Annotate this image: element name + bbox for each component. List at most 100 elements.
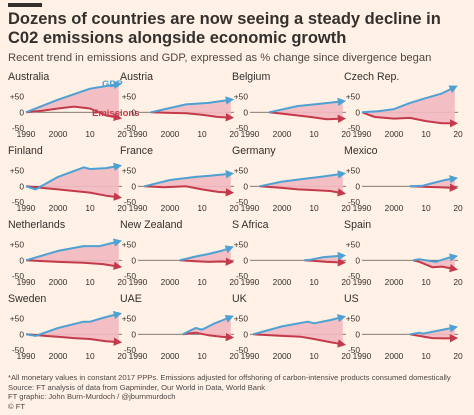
gdp-line — [252, 314, 347, 336]
x-tick-label: 20 — [117, 203, 127, 213]
x-tick-label: 10 — [309, 203, 319, 213]
x-tick-label: 10 — [85, 129, 95, 139]
y-tick-label: -50 — [12, 271, 24, 281]
y-tick-label: 0 — [19, 255, 24, 265]
emissions-line — [25, 259, 123, 270]
x-tick-label: 1990 — [129, 351, 148, 361]
x-tick-label: 1990 — [17, 129, 36, 139]
x-tick-label: 20 — [453, 351, 463, 361]
y-tick-label: -50 — [236, 123, 248, 133]
gdp-series-label: GDP — [102, 79, 123, 90]
gdp-line — [179, 245, 234, 262]
x-tick-label: 1990 — [17, 277, 36, 287]
gdp-line — [409, 175, 459, 188]
y-tick-label: 0 — [355, 107, 360, 117]
x-tick-label: 10 — [85, 277, 95, 287]
gap-area — [269, 101, 343, 120]
emissions-line — [25, 333, 123, 346]
graphic-credit: FT graphic: John Burn-Murdoch / @jburnmu… — [8, 392, 176, 402]
panel-title: UK — [232, 293, 247, 305]
gap-area — [144, 173, 231, 193]
y-tick-label: -50 — [12, 345, 24, 355]
x-tick-label: 1990 — [241, 203, 260, 213]
y-tick-label: -50 — [236, 197, 248, 207]
x-tick-label: 20 — [341, 203, 351, 213]
y-tick-label: -50 — [348, 271, 360, 281]
x-tick-label: 20 — [453, 277, 463, 287]
x-tick-label: 1990 — [353, 203, 372, 213]
panel-title: US — [344, 293, 359, 305]
x-tick-label: 10 — [197, 203, 207, 213]
gap-area — [259, 173, 343, 194]
y-tick-label: -50 — [236, 345, 248, 355]
x-tick-label: 2000 — [273, 129, 292, 139]
x-tick-label: 2000 — [385, 277, 404, 287]
x-tick-label: 1990 — [353, 351, 372, 361]
x-tick-label: 10 — [85, 203, 95, 213]
x-tick-label: 2000 — [273, 277, 292, 287]
emissions-line — [259, 185, 347, 197]
gdp-line — [144, 170, 235, 188]
panel-title: Belgium — [232, 71, 270, 83]
x-tick-label: 10 — [197, 351, 207, 361]
panel-title: Mexico — [344, 145, 378, 157]
x-tick-label: 1990 — [17, 351, 36, 361]
gap-area — [362, 87, 455, 124]
x-tick-label: 2000 — [385, 129, 404, 139]
y-tick-label: -50 — [348, 345, 360, 355]
x-tick-label: 10 — [421, 129, 431, 139]
x-tick-label: 10 — [197, 277, 207, 287]
footnote: *All monetary values in constant 2017 PP… — [8, 373, 451, 382]
x-tick-label: 2000 — [49, 351, 68, 361]
x-tick-label: 20 — [229, 129, 239, 139]
emissions-line — [182, 331, 235, 342]
x-tick-label: 1990 — [129, 277, 148, 287]
emissions-line — [253, 333, 347, 348]
y-tick-label: +50 — [346, 92, 361, 102]
y-tick-label: +50 — [10, 314, 25, 324]
gap-area — [26, 241, 119, 267]
x-tick-label: 20 — [229, 203, 239, 213]
ft-brand-bar — [8, 3, 42, 7]
x-tick-label: 2000 — [161, 203, 180, 213]
x-tick-label: 20 — [229, 277, 239, 287]
x-tick-label: 20 — [341, 351, 351, 361]
x-tick-label: 1990 — [129, 129, 148, 139]
panel-title: Germany — [232, 145, 276, 157]
x-tick-label: 1990 — [353, 129, 372, 139]
emissions-line — [409, 333, 459, 343]
gdp-line — [361, 85, 458, 114]
x-tick-label: 10 — [421, 351, 431, 361]
gdp-line — [25, 162, 123, 191]
panel-title: S Africa — [232, 219, 269, 231]
y-tick-label: +50 — [234, 166, 249, 176]
y-tick-label: 0 — [131, 181, 136, 191]
y-tick-label: 0 — [243, 329, 248, 339]
source-note: Source: FT analysis of data from Gapmind… — [8, 382, 266, 392]
y-tick-label: +50 — [10, 166, 25, 176]
y-tick-label: 0 — [19, 329, 24, 339]
x-tick-label: 1990 — [17, 203, 36, 213]
y-tick-label: +50 — [122, 240, 137, 250]
panel-title: France — [120, 145, 153, 157]
y-tick-label: -50 — [124, 345, 136, 355]
y-tick-label: 0 — [355, 255, 360, 265]
y-tick-label: -50 — [124, 123, 136, 133]
x-tick-label: 10 — [421, 203, 431, 213]
y-tick-label: 0 — [243, 181, 248, 191]
y-tick-label: 0 — [19, 107, 24, 117]
x-tick-label: 20 — [341, 277, 351, 287]
x-tick-label: 2000 — [49, 277, 68, 287]
panel-title: Australia — [8, 71, 49, 83]
ft-logo: © FT — [8, 401, 25, 411]
y-tick-label: +50 — [234, 314, 249, 324]
x-tick-label: 2000 — [161, 129, 180, 139]
